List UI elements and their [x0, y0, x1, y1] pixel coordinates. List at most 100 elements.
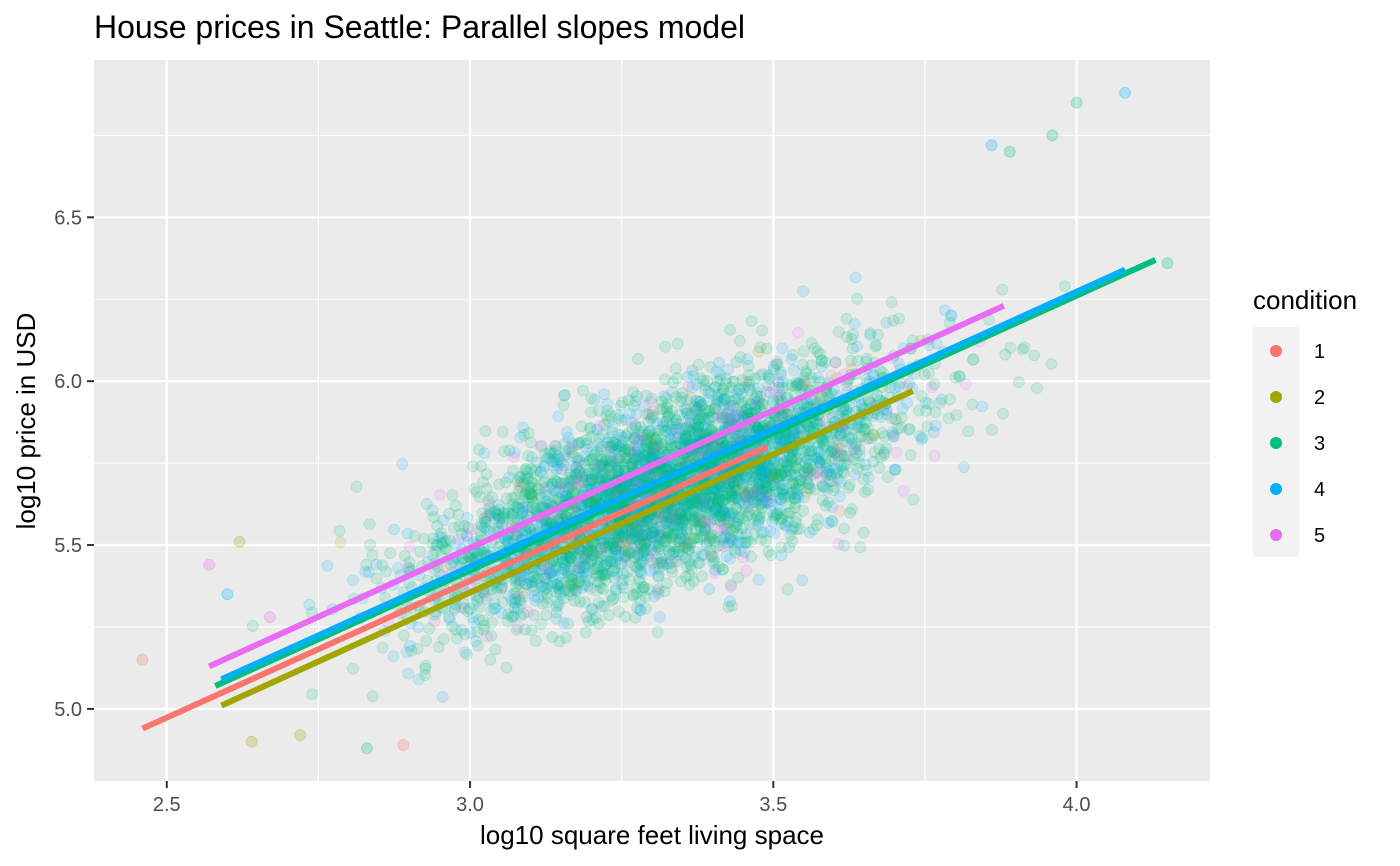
data-point: [558, 437, 571, 450]
data-point: [557, 616, 570, 629]
data-point-outlier: [1070, 96, 1083, 109]
data-point-outlier: [263, 611, 276, 624]
data-point: [522, 449, 535, 462]
data-point: [396, 458, 409, 470]
data-point: [732, 571, 745, 584]
data-point: [334, 536, 347, 549]
data-point: [482, 494, 495, 507]
data-point: [878, 446, 891, 459]
data-point: [683, 569, 696, 582]
data-point: [848, 442, 861, 455]
data-point: [604, 487, 617, 500]
data-point: [755, 466, 768, 479]
data-point: [770, 355, 783, 368]
legend-label-condition-5: 5: [1314, 525, 1325, 547]
data-point: [626, 527, 639, 540]
data-point: [567, 578, 580, 591]
data-point: [1045, 358, 1058, 370]
data-point: [676, 387, 689, 399]
data-point-outlier: [360, 742, 373, 755]
data-point: [789, 469, 802, 482]
legend-title: condition: [1253, 285, 1357, 315]
data-point: [1012, 376, 1025, 389]
data-point: [611, 535, 624, 548]
data-point: [810, 467, 823, 480]
data-point: [601, 404, 614, 417]
data-point: [720, 523, 733, 536]
data-point: [718, 518, 731, 531]
data-point: [790, 511, 803, 524]
data-point: [508, 491, 521, 504]
data-point: [550, 475, 563, 488]
data-point: [880, 316, 893, 329]
data-point: [845, 354, 857, 367]
data-point: [628, 454, 641, 467]
data-point: [671, 372, 684, 385]
data-point: [644, 553, 657, 566]
data-point-outlier: [221, 588, 234, 601]
data-point: [641, 543, 654, 556]
data-point: [601, 436, 614, 449]
data-point: [472, 639, 484, 652]
data-point: [759, 465, 772, 478]
data-point: [774, 388, 787, 401]
data-point: [613, 539, 626, 552]
data-point: [557, 399, 570, 412]
data-point: [594, 460, 607, 473]
data-point: [359, 565, 372, 578]
data-point: [681, 537, 694, 550]
data-point: [733, 382, 746, 395]
data-point: [558, 389, 571, 402]
data-point: [479, 425, 492, 438]
data-point: [402, 667, 415, 680]
data-point: [669, 362, 682, 375]
data-point: [633, 453, 646, 466]
legend-label-condition-4: 4: [1314, 479, 1325, 501]
data-point: [796, 574, 809, 587]
data-point: [887, 428, 900, 441]
data-point: [780, 520, 793, 532]
data-point: [403, 639, 416, 652]
data-point: [928, 378, 941, 391]
data-point: [678, 500, 691, 513]
data-point: [641, 439, 654, 452]
data-point: [726, 375, 739, 388]
data-point: [688, 400, 701, 413]
data-point: [519, 470, 532, 483]
data-point: [928, 449, 941, 462]
data-point: [478, 447, 491, 460]
data-point: [586, 474, 599, 487]
data-point: [682, 414, 695, 427]
data-point: [604, 536, 617, 549]
data-point: [502, 503, 515, 515]
data-point: [957, 461, 970, 474]
data-point: [509, 575, 522, 588]
data-point: [753, 396, 766, 409]
data-point: [687, 532, 700, 545]
data-point: [811, 513, 824, 526]
data-point: [665, 439, 678, 452]
data-point: [645, 544, 658, 557]
data-point: [401, 527, 414, 540]
data-point: [585, 540, 598, 553]
data-point: [688, 514, 701, 527]
data-point: [636, 428, 649, 441]
data-point: [671, 555, 684, 568]
data-point: [641, 528, 654, 541]
data-point: [904, 449, 917, 461]
data-point: [938, 304, 951, 317]
data-point: [603, 542, 616, 555]
data-point: [676, 521, 689, 534]
data-point-outlier: [136, 653, 149, 666]
data-point: [440, 534, 453, 547]
data-point: [831, 433, 844, 446]
data-point: [704, 544, 717, 557]
data-point: [507, 451, 520, 464]
data-point: [770, 471, 783, 484]
data-point: [625, 546, 638, 559]
data-point: [638, 581, 651, 594]
data-point: [673, 513, 686, 526]
data-point: [592, 617, 605, 630]
data-point: [680, 432, 693, 445]
data-point: [573, 436, 586, 449]
